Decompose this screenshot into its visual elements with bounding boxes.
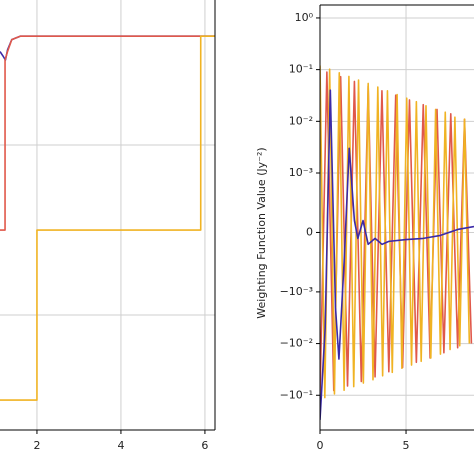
line [0,35,215,231]
line [0,35,215,61]
x-tick-label: 6 [201,439,208,452]
x-tick-label: 5 [403,439,410,452]
y-tick-label: −10⁻³ [280,285,313,298]
y-tick-label: 10⁻² [289,114,313,127]
line [320,65,471,399]
line [320,89,474,420]
y-axis-label: Weighting Function Value (Jy⁻²) [255,147,268,318]
y-tick-label: 10⁻¹ [289,63,313,76]
y-tick-label: −10⁻² [280,337,313,350]
plot-area [0,35,215,401]
y-tick-label: −10⁻¹ [280,388,313,401]
line [0,35,215,401]
x-tick-label: 0 [317,439,324,452]
plot-area [320,65,474,420]
x-tick-label: 4 [117,439,124,452]
x-tick-label: 2 [33,439,40,452]
y-tick-label: 10⁻³ [289,166,313,179]
y-tick-label: 0 [306,225,313,238]
y-tick-label: 10⁰ [295,11,314,24]
